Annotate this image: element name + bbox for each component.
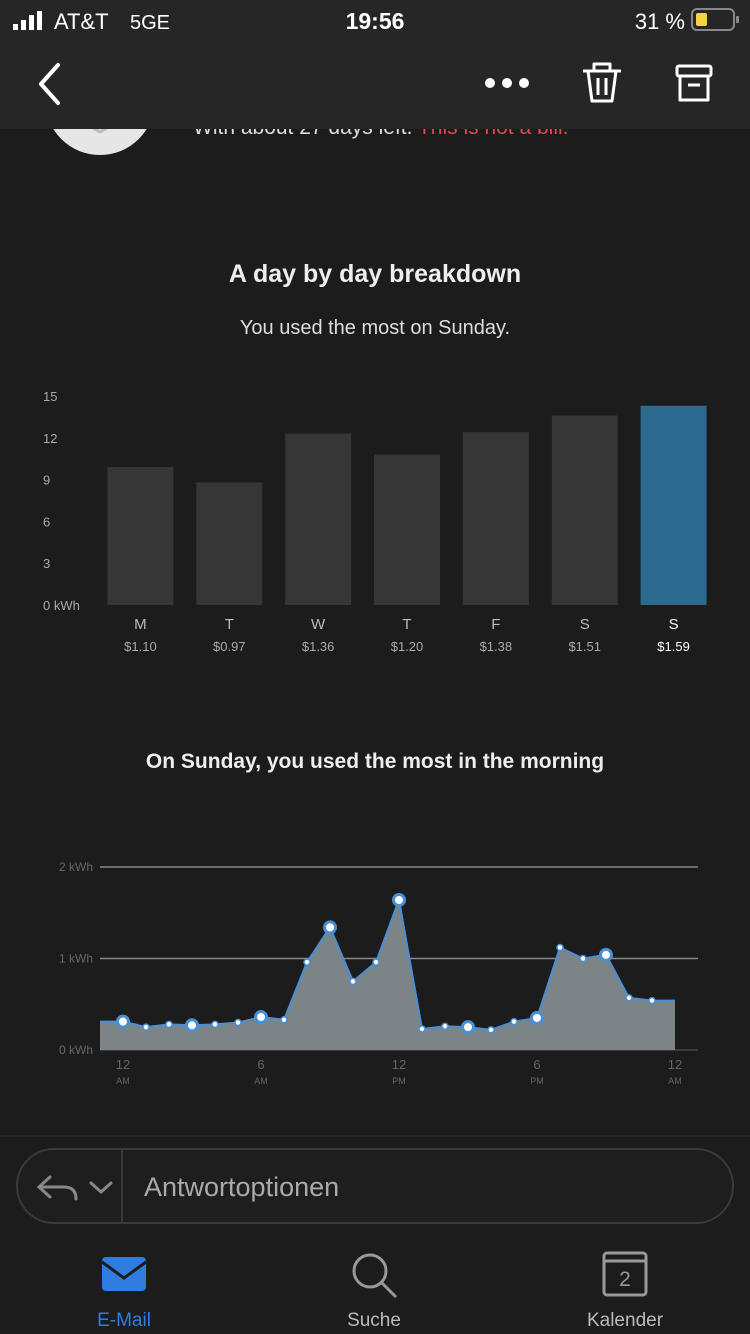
data-point [530,1010,544,1025]
archive-button[interactable] [675,64,713,102]
bar [107,467,174,605]
data-point [579,954,587,963]
data-point [165,1020,173,1029]
battery-level: 31 % [635,9,685,34]
y-tick-label: 0 kWh [59,1043,93,1057]
bar [285,433,352,605]
area [100,899,675,1050]
data-point [510,1017,518,1026]
value-label: $1.10 [124,639,157,654]
tab-label[interactable]: E-Mail [97,1310,151,1331]
mail-tab-icon-flap [101,1260,147,1280]
y-tick-label: 0 kWh [43,598,80,613]
calendar-day: 2 [619,1268,631,1291]
data-point [234,1018,242,1027]
hourly-chart: On Sunday, you used the most in the morn… [59,750,698,1086]
mail-tab-icon[interactable] [102,1257,146,1291]
data-point [461,1020,475,1035]
data-point [648,996,656,1005]
value-label: $1.59 [657,639,690,654]
reply-dropdown[interactable] [89,1181,113,1195]
value-label: $1.38 [480,639,513,654]
search-tab-icon[interactable] [352,1253,398,1299]
x-tick-period: AM [116,1076,130,1086]
data-point [418,1025,426,1033]
delete-button[interactable] [583,62,621,103]
y-tick-label: 12 [43,431,57,446]
reply-placeholder[interactable]: Antwortoptionen [144,1172,339,1202]
x-tick-label: 6 [533,1057,540,1072]
signal-icon [13,11,42,30]
bar [462,432,529,605]
reply-icon[interactable] [36,1175,78,1201]
bar [551,415,618,605]
x-tick-label: F [491,616,500,633]
data-point [599,947,613,962]
x-tick-label: 12 [392,1057,406,1072]
value-label: $1.51 [568,639,601,654]
y-tick-label: 9 [43,473,50,488]
data-point [556,943,564,952]
x-tick-label: M [134,616,147,633]
y-tick-label: 15 [43,389,57,404]
clock: 19:56 [346,8,405,34]
chart-title: A day by day breakdown [229,260,521,288]
data-point [303,958,311,966]
carrier: AT&T [54,9,109,34]
calendar-tab-icon[interactable] [602,1251,648,1297]
value-label: $1.20 [391,639,424,654]
data-point [211,1020,219,1029]
daily-chart: A day by day breakdown You used the most… [43,260,707,654]
chart-subtitle: You used the most on Sunday. [240,317,510,339]
more-button[interactable] [485,78,529,88]
reply-bar[interactable] [16,1148,734,1224]
data-point [323,920,337,935]
value-label: $0.97 [213,639,246,654]
x-tick-label: T [402,616,411,633]
data-point [349,977,357,986]
data-point [142,1023,150,1031]
data-point [441,1022,449,1030]
y-tick-label: 3 [43,556,50,571]
bar [640,405,707,605]
tab-label[interactable]: Kalender [587,1310,664,1331]
x-tick-label: S [669,616,679,633]
x-tick-period: PM [530,1076,544,1086]
data-point [280,1016,288,1024]
value-label: $1.36 [302,639,335,654]
x-tick-label: 12 [668,1057,682,1072]
network: 5GE [130,12,170,34]
data-point [487,1026,495,1034]
y-tick-label: 6 [43,514,50,529]
back-button[interactable] [39,63,60,105]
bar [374,454,440,605]
x-tick-label: W [311,616,326,633]
x-tick-label: T [225,616,234,633]
y-tick-label: 2 kWh [59,860,93,874]
bar [196,482,263,605]
y-tick-label: 1 kWh [59,952,93,966]
data-point [116,1014,130,1029]
chart-title: On Sunday, you used the most in the morn… [146,750,604,773]
x-tick-period: AM [668,1076,682,1086]
nav-header [0,0,750,129]
x-tick-label: 6 [257,1057,264,1072]
data-point [254,1010,268,1025]
data-point [392,892,406,907]
x-tick-period: PM [392,1076,406,1086]
battery-icon [691,8,739,31]
data-point [185,1018,199,1033]
x-tick-label: S [580,616,590,633]
data-point [372,958,380,966]
x-tick-label: 12 [116,1057,130,1072]
tab-label[interactable]: Suche [347,1310,401,1331]
data-point [625,994,633,1002]
x-tick-period: AM [254,1076,268,1086]
